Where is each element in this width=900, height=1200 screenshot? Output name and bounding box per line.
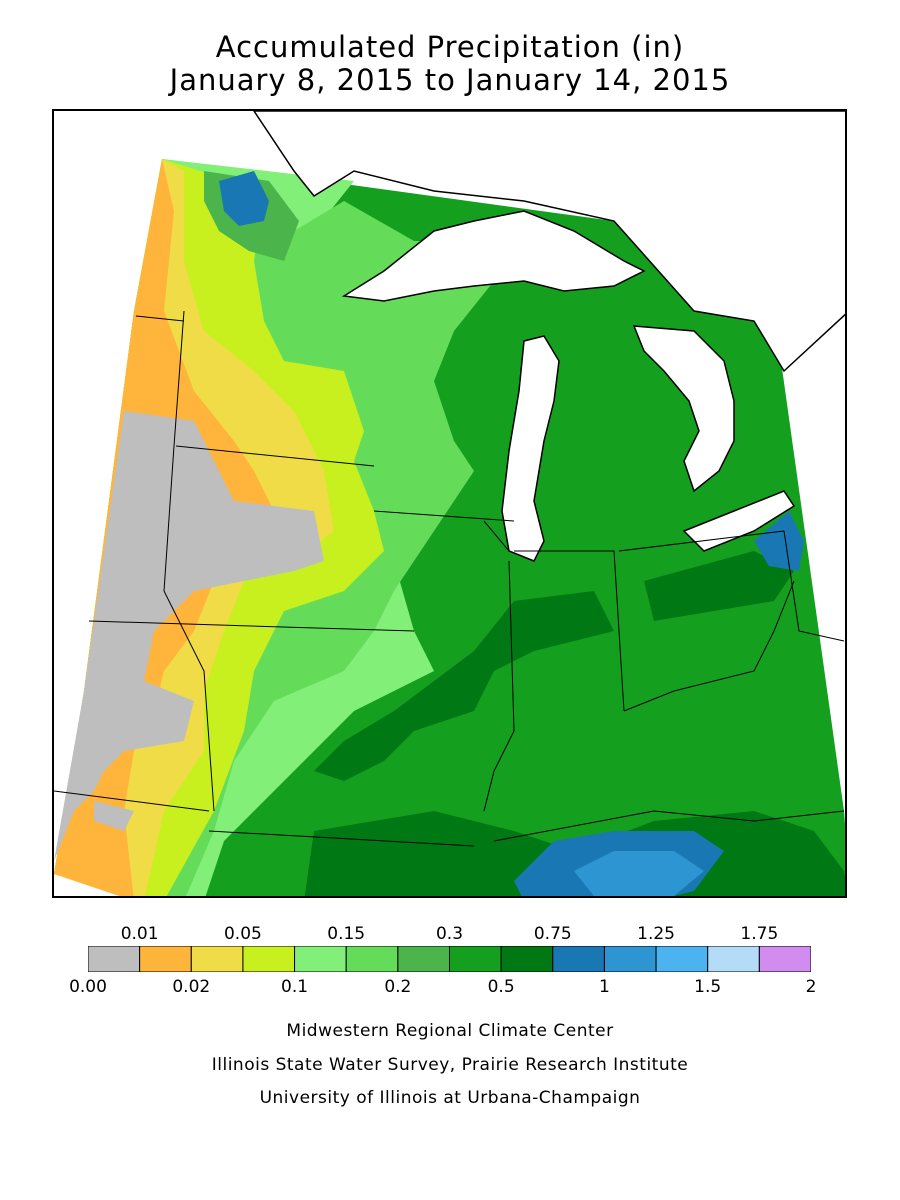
state-boundary-1 [175, 445, 375, 467]
legend-swatch-10 [603, 946, 657, 972]
legend-swatch-12 [707, 946, 760, 972]
legend-swatch-11 [655, 946, 709, 972]
legend-label-lower: 0.2 [384, 977, 412, 997]
precip-zone-p50-a [314, 591, 614, 781]
state-boundary-9 [483, 520, 510, 552]
state-boundary-4 [88, 620, 415, 632]
precip-zone-p75-east [754, 511, 804, 571]
lake-huron [632, 325, 735, 493]
legend-label-upper: 0.05 [223, 924, 262, 944]
legend-label-upper: 1.25 [637, 924, 675, 944]
legend-label-upper: 0.3 [435, 924, 464, 944]
precipitation-map [52, 109, 847, 898]
lake-superior [341, 210, 646, 302]
legend-label-upper: 1.75 [740, 924, 779, 944]
precip-zone-p50-b [644, 551, 794, 621]
legend-swatch-2 [190, 946, 244, 972]
state-boundary-7 [208, 830, 475, 847]
legend-label-upper: 0.01 [120, 924, 159, 944]
legend-label-upper: 0.75 [533, 924, 572, 944]
state-boundary-5 [163, 590, 215, 812]
state-boundary-8 [373, 510, 515, 522]
map-title-line2: January 8, 2015 to January 14, 2015 [169, 63, 731, 97]
lake-erie [682, 490, 796, 552]
legend-swatch-1 [139, 946, 192, 972]
legend-label-lower: 1 [599, 977, 610, 997]
precip-zone-p100 [574, 851, 704, 896]
legend-swatch-6 [397, 946, 450, 972]
legend-swatch-13 [758, 946, 811, 972]
legend-swatch-3 [242, 946, 296, 972]
legend-swatch-9 [552, 946, 605, 972]
legend-label-lower: 0.00 [69, 977, 107, 997]
lake-michigan [501, 335, 560, 562]
precip-zone-none-small [94, 801, 134, 831]
legend-swatch-5 [345, 946, 399, 972]
state-boundary-13 [623, 580, 795, 712]
state-boundary-14 [783, 530, 845, 642]
legend-label-lower: 0.1 [281, 977, 309, 997]
legend-label-lower: 0.02 [172, 977, 211, 997]
state-boundary-10 [483, 560, 515, 812]
legend-swatch-8 [500, 946, 554, 972]
state-boundary-2 [173, 310, 185, 447]
map-title-line1: Accumulated Precipitation (in) [215, 30, 685, 64]
legend-swatch-7 [449, 946, 502, 972]
legend-label-upper: 0.15 [327, 924, 366, 944]
state-boundary-15 [493, 810, 845, 842]
state-boundary-6 [54, 790, 210, 812]
legend-swatch-4 [294, 946, 347, 972]
legend-label-lower: 1.5 [694, 977, 722, 997]
credit-line-2: Illinois State Water Survey, Prairie Res… [211, 1055, 689, 1075]
state-boundary-3 [163, 445, 175, 592]
precip-zone-p75-north [219, 171, 269, 226]
precip-zone-none [54, 411, 324, 861]
state-boundary-0 [135, 315, 185, 322]
credit-line-3: University of Illinois at Urbana-Champai… [259, 1088, 641, 1108]
legend-label-lower: 2 [805, 977, 817, 997]
canada-north [253, 111, 845, 373]
state-boundary-12 [618, 530, 785, 552]
legend-label-lower: 0.5 [487, 977, 515, 997]
color-legend [88, 946, 811, 972]
legend-swatch-0 [88, 946, 141, 972]
state-boundary-11 [514, 550, 625, 712]
credit-line-1: Midwestern Regional Climate Center [286, 1021, 614, 1041]
